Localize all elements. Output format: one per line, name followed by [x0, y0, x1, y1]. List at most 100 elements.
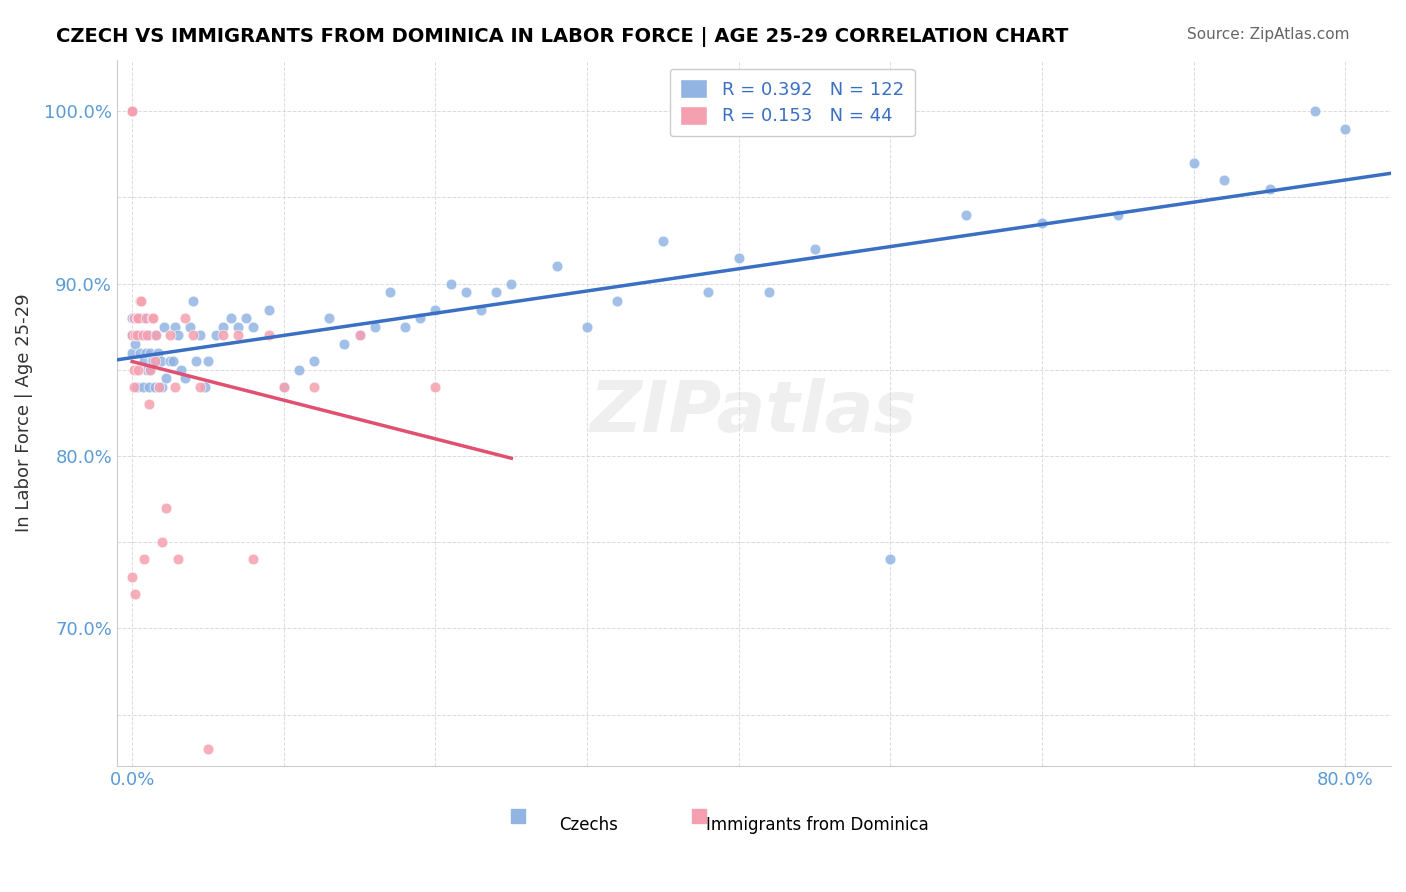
Point: [226, 319, 249, 334]
Point: [125, 311, 148, 326]
Point: [955, 208, 977, 222]
Point: [219, 311, 242, 326]
Point: [1334, 121, 1357, 136]
Point: [155, 371, 177, 385]
Point: [141, 311, 163, 326]
Point: [1107, 208, 1129, 222]
Point: [138, 380, 160, 394]
Point: [159, 328, 181, 343]
Point: [190, 380, 212, 394]
Y-axis label: In Labor Force | Age 25-29: In Labor Force | Age 25-29: [15, 293, 32, 533]
Point: [181, 328, 204, 343]
Point: [212, 319, 235, 334]
Point: [121, 311, 143, 326]
Point: [139, 363, 162, 377]
Point: [125, 380, 148, 394]
Point: [132, 328, 155, 343]
Point: [125, 328, 148, 343]
Point: [127, 363, 149, 377]
Point: [349, 328, 371, 343]
Point: [302, 354, 325, 368]
Point: [146, 345, 169, 359]
Point: [242, 552, 264, 566]
Point: [273, 380, 295, 394]
Point: [152, 535, 174, 549]
Point: [166, 328, 188, 343]
Point: [122, 311, 145, 326]
Point: [1258, 182, 1281, 196]
Point: [257, 302, 280, 317]
Point: [333, 337, 356, 351]
Point: [170, 363, 193, 377]
Text: ZIPatlas: ZIPatlas: [591, 378, 918, 448]
Point: [1303, 104, 1326, 119]
Point: [143, 380, 166, 394]
Point: [136, 328, 159, 343]
Point: [174, 311, 197, 326]
Point: [803, 242, 825, 256]
Point: [364, 319, 387, 334]
Point: [1182, 156, 1205, 170]
Point: [179, 319, 201, 334]
Point: [149, 354, 172, 368]
Point: [122, 380, 145, 394]
Point: [128, 293, 150, 308]
Text: Source: ZipAtlas.com: Source: ZipAtlas.com: [1187, 27, 1350, 42]
Point: [162, 354, 184, 368]
Point: [184, 354, 207, 368]
Point: [226, 328, 249, 343]
Point: [204, 328, 226, 343]
Point: [122, 311, 145, 326]
Point: [136, 363, 159, 377]
Point: [153, 319, 176, 334]
Point: [129, 293, 152, 308]
Point: [121, 104, 143, 119]
Point: [139, 363, 162, 377]
Point: [129, 328, 152, 343]
Point: [1031, 216, 1053, 230]
Point: [124, 328, 146, 343]
Point: [121, 570, 143, 584]
Point: [138, 328, 160, 343]
Point: [121, 104, 143, 119]
Legend: R = 0.392   N = 122, R = 0.153   N = 44: R = 0.392 N = 122, R = 0.153 N = 44: [669, 69, 915, 136]
Point: [134, 552, 156, 566]
Point: [135, 311, 157, 326]
Point: [121, 345, 143, 359]
Point: [273, 380, 295, 394]
Point: [652, 234, 675, 248]
Point: [148, 380, 170, 394]
Point: [501, 277, 523, 291]
Point: [197, 742, 219, 756]
Point: [136, 328, 159, 343]
Point: [197, 354, 219, 368]
Point: [576, 319, 599, 334]
Point: [378, 285, 401, 300]
Point: [163, 319, 186, 334]
Text: CZECH VS IMMIGRANTS FROM DOMINICA IN LABOR FORCE | AGE 25-29 CORRELATION CHART: CZECH VS IMMIGRANTS FROM DOMINICA IN LAB…: [56, 27, 1069, 46]
Point: [143, 354, 166, 368]
Point: [257, 328, 280, 343]
Point: [190, 328, 212, 343]
Point: [128, 345, 150, 359]
Point: [409, 311, 432, 326]
Point: [142, 311, 165, 326]
Point: [697, 285, 720, 300]
Point: [122, 363, 145, 377]
Point: [288, 363, 311, 377]
Point: [174, 371, 197, 385]
Point: [152, 380, 174, 394]
Point: [470, 302, 492, 317]
Point: [242, 319, 264, 334]
Point: [727, 251, 749, 265]
Point: [143, 328, 166, 343]
Point: [159, 354, 181, 368]
Point: [142, 354, 165, 368]
Point: [425, 302, 447, 317]
Point: [139, 345, 162, 359]
Point: [181, 293, 204, 308]
Point: [128, 311, 150, 326]
Point: [132, 380, 155, 394]
Text: Czechs: Czechs: [560, 816, 617, 834]
Point: [425, 380, 447, 394]
